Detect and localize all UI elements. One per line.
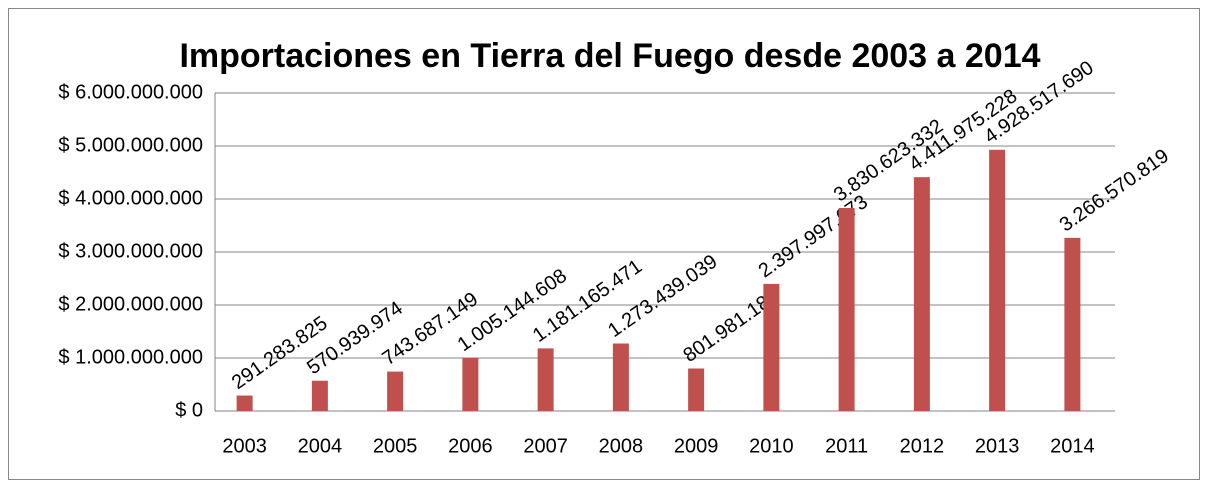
y-tick-label: $ 1.000.000.000 xyxy=(58,346,203,368)
y-tick-label: $ 6.000.000.000 xyxy=(58,81,203,103)
x-tick-label: 2005 xyxy=(373,435,418,457)
x-tick-label: 2010 xyxy=(749,435,794,457)
y-tick-label: $ 4.000.000.000 xyxy=(58,187,203,209)
chart-title: Importaciones en Tierra del Fuego desde … xyxy=(179,37,1040,75)
bar xyxy=(913,177,930,411)
y-tick-label: $ 3.000.000.000 xyxy=(58,240,203,262)
x-tick-label: 2011 xyxy=(825,435,868,457)
bar xyxy=(1064,237,1081,411)
x-tick-label: 2007 xyxy=(523,435,568,457)
bar xyxy=(537,348,554,411)
bar xyxy=(387,371,404,411)
x-tick-label: 2009 xyxy=(674,435,719,457)
x-tick-label: 2003 xyxy=(222,435,267,457)
y-tick-label: $ 0 xyxy=(175,399,203,421)
bar xyxy=(236,395,253,411)
x-tick-label: 2013 xyxy=(975,435,1020,457)
bar xyxy=(688,368,705,411)
x-tick-label: 2012 xyxy=(900,435,945,457)
bar xyxy=(612,343,629,411)
bar xyxy=(462,357,479,411)
bar xyxy=(989,149,1006,411)
bar xyxy=(311,380,328,411)
y-tick-label: $ 5.000.000.000 xyxy=(58,134,203,156)
y-tick-label: $ 2.000.000.000 xyxy=(58,293,203,315)
x-tick-label: 2014 xyxy=(1050,435,1095,457)
x-tick-label: 2008 xyxy=(599,435,644,457)
bar xyxy=(763,283,780,411)
x-tick-label: 2006 xyxy=(448,435,493,457)
x-tick-label: 2004 xyxy=(298,435,343,457)
bar xyxy=(838,207,855,411)
